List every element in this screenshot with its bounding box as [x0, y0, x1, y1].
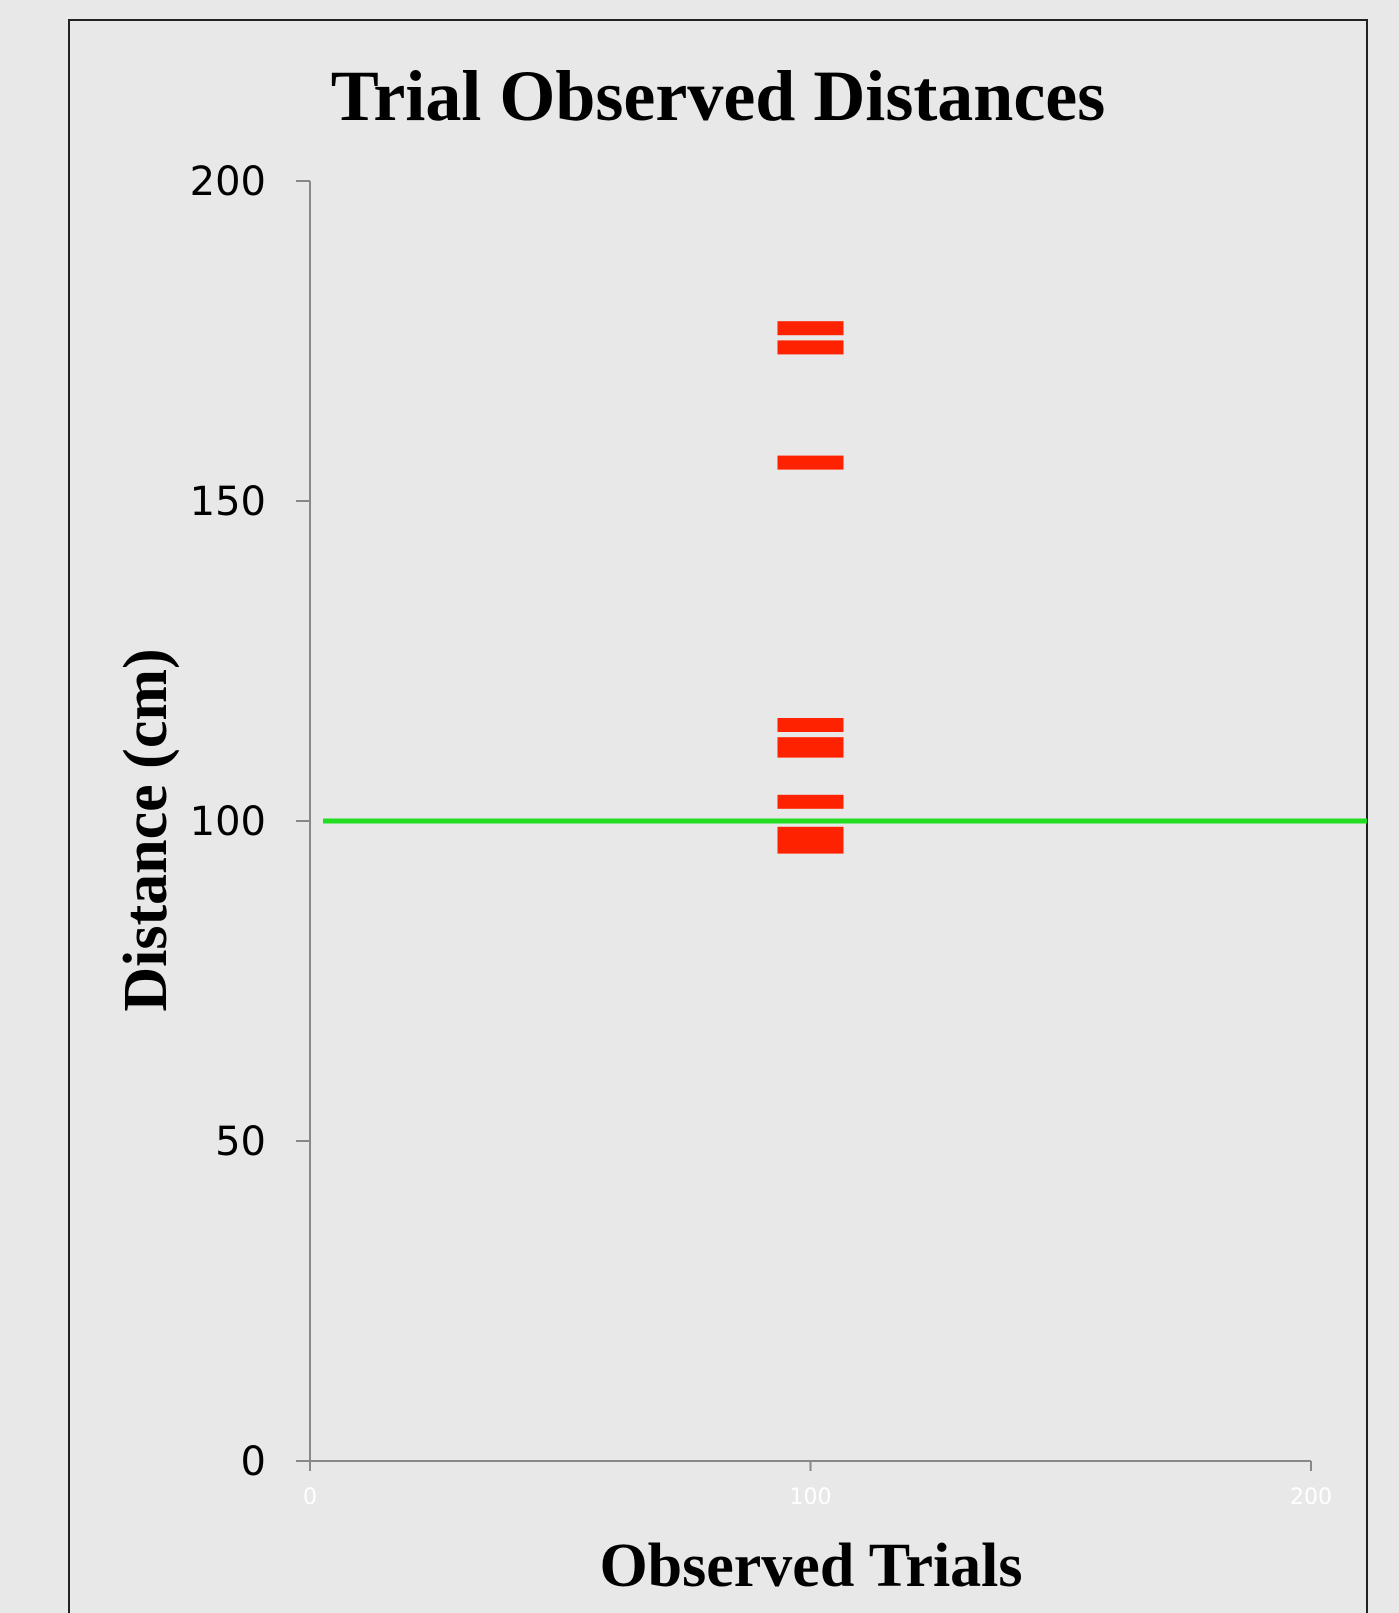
y-axis-label: Distance (cm)	[112, 648, 180, 1011]
y-axis: 0 50 100 150 200	[190, 159, 311, 1485]
x-tick-label: 0	[303, 1485, 317, 1510]
y-tick-label: 50	[215, 1119, 266, 1165]
y-tick-label: 0	[241, 1439, 266, 1485]
y-tick-label: 200	[190, 159, 266, 205]
chart-title: Trial Observed Distances	[331, 56, 1106, 136]
y-tick-label: 100	[190, 799, 266, 845]
x-tick-label: 200	[1290, 1485, 1332, 1510]
data-point	[777, 718, 844, 732]
x-axis-label: Observed Trials	[599, 1532, 1022, 1600]
data-point	[777, 794, 844, 809]
data-markers	[777, 321, 844, 854]
data-point	[777, 340, 844, 355]
x-axis: 0 100 200	[303, 1460, 1332, 1510]
data-point	[777, 839, 844, 854]
data-point	[777, 743, 844, 758]
y-tick-label: 150	[190, 479, 266, 525]
chart-frame	[68, 19, 1368, 1613]
x-tick-label: 100	[790, 1485, 832, 1510]
data-point	[777, 455, 844, 470]
data-point	[777, 826, 844, 841]
data-point	[777, 321, 844, 336]
